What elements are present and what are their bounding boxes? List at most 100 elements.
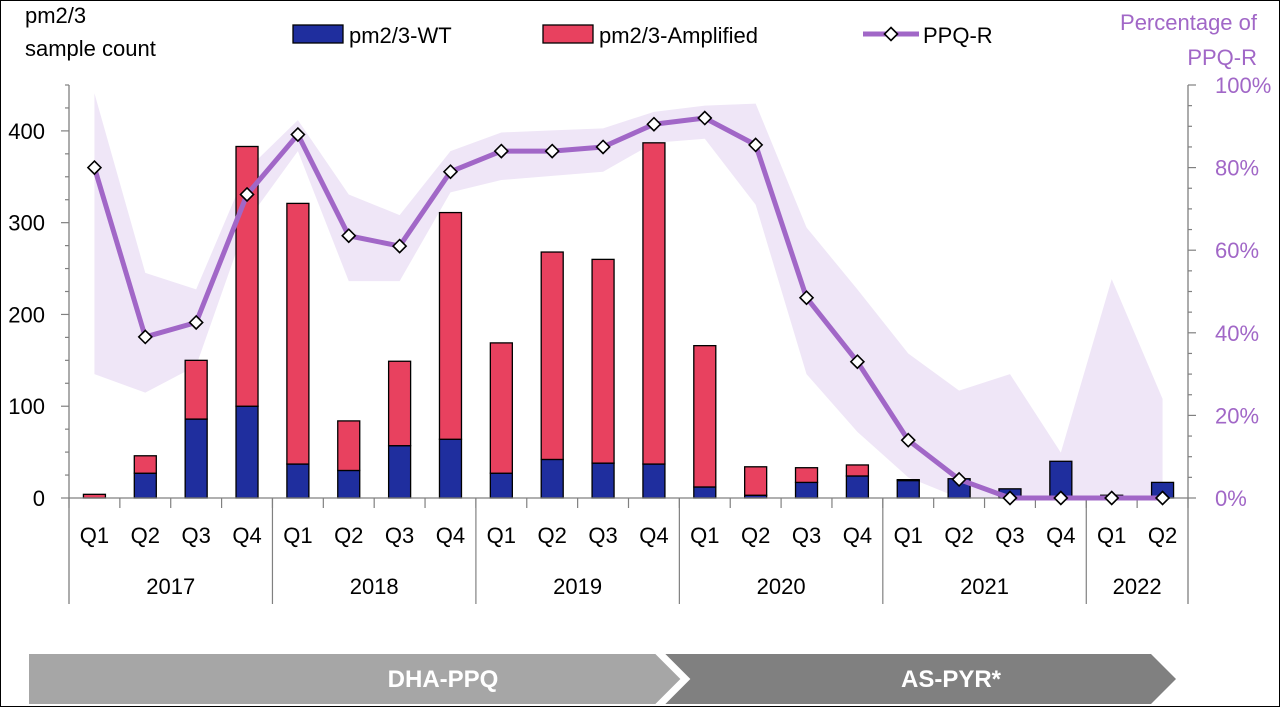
bar-wt [489,472,513,499]
bar-amplified [591,258,615,464]
bar-wt [540,458,564,499]
quarter-label: Q3 [385,523,414,548]
ppq-r-point [137,329,153,345]
treatment-periods: DHA-PPQ AS-PYR* [29,654,1176,704]
ppq-r-point [1154,490,1171,506]
ppq-r-point [544,143,560,159]
quarter-label: Q2 [741,523,770,548]
bar-amplified [387,360,412,447]
bar-amplified [794,467,819,484]
left-tick-label: 100 [8,394,45,419]
quarter-label: Q1 [80,523,109,548]
ci-band-layer [94,93,1163,498]
left-tick-label: 0 [33,486,45,511]
quarter-label: Q4 [232,523,261,548]
ppq-r-point [595,139,611,155]
bar-amplified [642,142,666,465]
quarter-label: Q1 [283,523,312,548]
right-tick-label: 100% [1215,73,1271,98]
right-axis-title-line1: Percentage of [1120,10,1258,35]
quarter-label: Q4 [639,523,668,548]
bar-amplified [438,211,463,440]
legend-swatch-wt [292,24,344,44]
quarter-label: Q1 [1097,523,1126,548]
quarter-label: Q4 [843,523,872,548]
year-label: 2017 [146,574,195,599]
ppq-r-point [341,228,357,244]
bar-amplified [489,342,513,474]
bar-amplified [896,478,920,482]
quarter-label: Q2 [131,523,160,548]
ppq-r-point [290,126,306,143]
ppq-r-confidence-band [94,93,1163,498]
year-label: 2018 [350,574,399,599]
bar-wt [845,475,870,499]
quarter-label: Q3 [181,523,210,548]
ppq-r-point [951,471,967,488]
left-axis-title-line1: pm2/3 [25,3,86,28]
right-tick-label: 0% [1215,486,1247,511]
bar-wt [184,418,208,499]
quarter-label: Q2 [1148,523,1177,548]
axes-layer [61,84,1196,604]
legend-label-wt: pm2/3-WT [349,23,452,48]
year-label: 2020 [757,574,806,599]
ppq-r-point [748,137,764,153]
bar-wt [591,462,615,499]
quarter-label: Q3 [588,523,617,548]
ppq-r-point [442,164,459,180]
ppq-r-point [188,314,204,331]
year-label: 2021 [960,574,1009,599]
left-tick-label: 400 [8,119,45,144]
ppq-r-point [1002,490,1018,506]
left-tick-label: 200 [8,302,45,327]
quarter-label: Q2 [538,523,567,548]
bar-amplified [184,359,208,420]
ppq-r-point [391,238,408,254]
ppq-r-point [86,159,103,176]
legend: pm2/3-WT pm2/3-Amplified PPQ-R [292,23,993,48]
legend-marker-ppq-r [883,26,899,42]
bar-wt [235,405,259,499]
bar-wt [794,481,819,499]
bar-wt [642,463,666,499]
quarter-label: Q1 [487,523,516,548]
bar-amplified [133,455,157,474]
ppq-r-point [1053,490,1069,506]
period-arrow-as-pyr [665,654,1176,704]
ppq-r-point [1104,490,1120,506]
legend-label-ppq-r: PPQ-R [923,23,993,48]
legend-swatch-amplified [542,24,594,44]
bar-amplified [845,464,870,477]
bar-wt [133,472,157,499]
left-tick-label: 300 [8,211,45,236]
bar-amplified [286,202,310,465]
quarter-label: Q3 [995,523,1024,548]
right-tick-label: 40% [1215,321,1259,346]
ppq-r-point [646,116,662,132]
ppq-r-point [239,186,255,203]
bar-amplified [540,251,564,461]
bar-amplified [693,344,717,488]
year-label: 2022 [1113,574,1162,599]
ppq-r-point [697,110,713,126]
ppq-r-point [493,143,509,159]
bar-amplified [744,466,768,496]
right-axis-title-line2: PPQ-R [1187,45,1257,70]
text-layer: 0 100 200 300 400 0% 20% 40% 60% 80% 100% Q1 Q2 Q3 Q4 Q… [8,3,1271,599]
period-arrow-dha-ppq [29,654,681,704]
quarter-label: Q2 [334,523,363,548]
bar-wt [337,469,361,499]
ppq-r-line [92,115,1163,501]
quarter-label: Q2 [944,523,973,548]
quarter-label: Q1 [690,523,719,548]
ppq-r-point [849,354,866,370]
right-tick-label: 80% [1215,156,1259,181]
line-layer [86,110,1171,506]
ppq-r-point [798,290,815,306]
quarter-label: Q1 [894,523,923,548]
period-label-as-pyr: AS-PYR* [901,666,1002,693]
bar-wt [438,438,463,499]
bar-wt [693,486,717,499]
